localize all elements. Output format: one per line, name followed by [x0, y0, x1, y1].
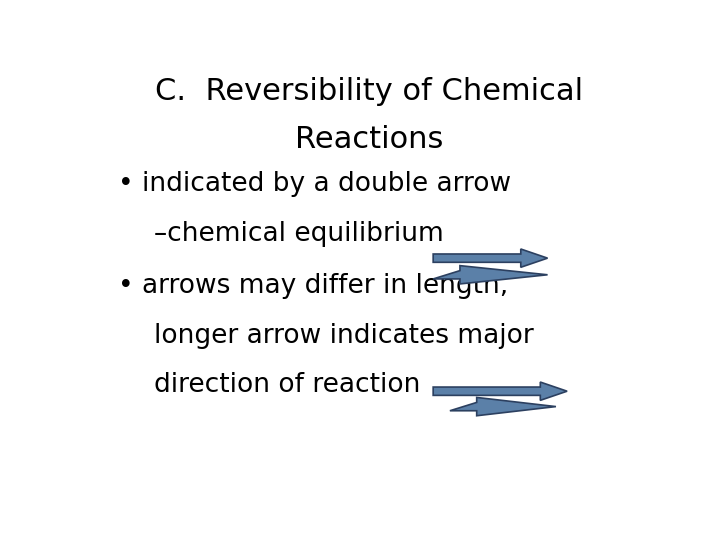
Text: longer arrow indicates major: longer arrow indicates major — [154, 322, 534, 349]
Polygon shape — [433, 249, 547, 267]
Text: • indicated by a double arrow: • indicated by a double arrow — [118, 171, 511, 197]
Text: direction of reaction: direction of reaction — [154, 373, 420, 399]
Polygon shape — [450, 397, 556, 416]
Polygon shape — [433, 382, 567, 400]
Text: –chemical equilibrium: –chemical equilibrium — [154, 221, 444, 247]
Polygon shape — [433, 266, 547, 284]
Text: • arrows may differ in length,: • arrows may differ in length, — [118, 273, 508, 299]
Text: Reactions: Reactions — [294, 125, 444, 154]
Text: C.  Reversibility of Chemical: C. Reversibility of Chemical — [155, 77, 583, 106]
